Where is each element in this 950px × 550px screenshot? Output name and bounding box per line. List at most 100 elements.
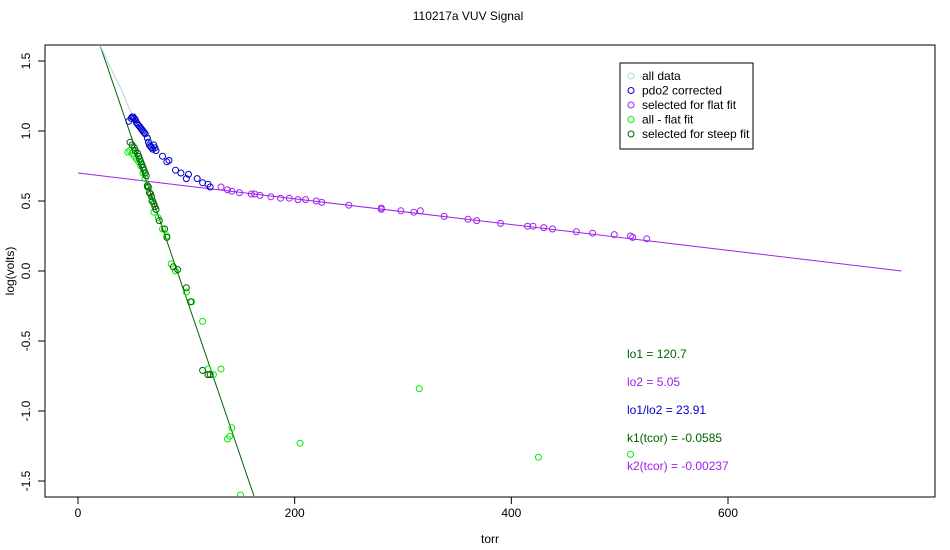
pdo2-corrected-point	[172, 166, 179, 174]
y-tick-label: 0.0	[19, 262, 33, 279]
x-tick-label: 400	[501, 506, 521, 520]
x-axis-label: torr	[481, 532, 499, 546]
selected-for-steep-fit-point	[199, 366, 207, 374]
selected-for-steep-fit-point	[155, 217, 163, 225]
annotations: lo1 = 120.7 lo2 = 5.05 lo1/lo2 = 23.91 k1(t…	[627, 347, 729, 473]
pdo2-corrected-point	[141, 130, 149, 138]
y-axis-label: log(volts)	[3, 247, 17, 296]
annotation-text: lo1 = 120.7	[627, 347, 687, 361]
selected-for-flat-fit-point	[416, 207, 424, 215]
selected-for-flat-fit-point	[294, 196, 302, 204]
y-tick-label: -1.0	[19, 400, 33, 421]
selected-for-steep-fit-point	[187, 298, 195, 306]
legend-marker	[627, 72, 635, 80]
selected-for-flat-fit-point	[302, 196, 309, 204]
selected-for-flat-fit-point	[267, 193, 275, 201]
all---flat-fit-point	[217, 365, 225, 373]
all---flat-fit-point	[534, 453, 542, 461]
selected-for-flat-fit-point	[256, 191, 264, 199]
selected-for-flat-fit-point	[440, 212, 448, 220]
selected-for-flat-fit-point	[228, 187, 236, 195]
chart-title: 110217a VUV Signal	[413, 9, 524, 23]
y-tick-label: -0.5	[19, 330, 33, 351]
selected-for-flat-fit-point	[277, 194, 285, 202]
selected-for-steep-fit-point	[143, 182, 151, 190]
selected-for-flat-fit-point	[247, 190, 255, 198]
legend-marker	[627, 116, 635, 123]
annotation-text: k1(tcor) = -0.0585	[627, 431, 722, 445]
pdo2-corrected-point	[165, 156, 173, 164]
all---flat-fit-point	[415, 385, 423, 393]
selected-for-flat-fit-point	[629, 233, 637, 241]
pdo2-corrected-point	[143, 134, 151, 142]
pdo2-corrected-point	[185, 170, 192, 178]
annotation-text: lo1/lo2 = 23.91	[627, 403, 706, 417]
selected-for-flat-fit-point	[285, 194, 293, 202]
flat-fit-line	[77, 172, 902, 272]
selected-for-flat-fit-point	[464, 215, 472, 223]
all---flat-fit-point	[296, 439, 304, 447]
selected-for-flat-fit-point	[529, 222, 537, 230]
legend-label: all data	[642, 69, 681, 83]
selected-for-steep-fit-point	[204, 371, 212, 379]
legend-label: selected for flat fit	[642, 98, 737, 112]
all---flat-fit-point	[182, 288, 190, 296]
steep-fit-line	[99, 46, 255, 496]
legend-marker	[627, 101, 635, 109]
legend-label: all - flat fit	[642, 113, 694, 127]
y-tick-label: 0.5	[19, 192, 33, 209]
selected-for-steep-fit-point	[206, 371, 214, 379]
selected-for-flat-fit-point	[235, 189, 243, 197]
selected-for-flat-fit-point	[643, 235, 651, 243]
legend-marker	[627, 130, 635, 138]
all---flat-fit-point	[237, 491, 244, 496]
selected-for-steep-fit-point	[152, 205, 160, 213]
all---flat-fit-point	[226, 432, 234, 440]
pdo2-corrected-point	[206, 183, 214, 191]
legend-marker	[627, 87, 635, 94]
all---flat-fit-point	[159, 225, 166, 233]
pdo2-corrected-point	[177, 169, 185, 177]
y-tick-label: 1.0	[19, 122, 33, 139]
x-axis: 0 200 400 600	[75, 496, 738, 520]
selected-for-flat-fit-point	[397, 207, 405, 215]
selected-for-flat-fit-point	[610, 231, 618, 239]
selected-for-flat-fit-point	[345, 201, 353, 209]
selected-for-steep-fit-point	[182, 284, 190, 292]
data-points	[124, 113, 651, 496]
pdo2-corrected-point	[182, 175, 190, 183]
x-tick-label: 200	[285, 506, 305, 520]
fit-lines	[77, 46, 902, 496]
all---flat-fit-point	[199, 317, 207, 325]
selected-for-flat-fit-point	[224, 186, 231, 194]
x-tick-label: 600	[718, 506, 738, 520]
y-tick-label: 1.5	[19, 52, 33, 69]
all-data-curve-line	[99, 46, 155, 143]
all---flat-fit-point	[209, 371, 217, 379]
selected-for-flat-fit-point	[540, 224, 548, 232]
selected-for-steep-fit-point	[163, 233, 171, 241]
selected-for-steep-fit-point	[161, 225, 169, 233]
y-axis: -1.5 -1.0 -0.5 0.0 0.5 1.0 1.5	[19, 52, 46, 491]
annotation-text: lo2 = 5.05	[627, 375, 680, 389]
legend-box	[619, 62, 754, 150]
y-tick-label: -1.5	[19, 470, 33, 491]
x-tick-label: 0	[75, 506, 82, 520]
selected-for-flat-fit-point	[473, 217, 481, 225]
all---flat-fit-point	[627, 450, 634, 458]
selected-for-flat-fit-point	[318, 198, 326, 206]
selected-for-flat-fit-point	[549, 225, 556, 233]
selected-for-steep-fit-point	[146, 189, 153, 197]
selected-for-steep-fit-point	[148, 193, 156, 201]
selected-for-flat-fit-point	[497, 219, 504, 227]
pdo2-corrected-point	[140, 128, 148, 136]
selected-for-steep-fit-point	[174, 266, 182, 274]
selected-for-flat-fit-point	[572, 228, 580, 236]
pdo2-corrected-point	[130, 114, 138, 122]
selected-for-flat-fit-point	[524, 222, 532, 230]
selected-for-flat-fit-point	[410, 208, 418, 216]
pdo2-corrected-point	[159, 152, 166, 160]
selected-for-flat-fit-point	[377, 205, 385, 213]
